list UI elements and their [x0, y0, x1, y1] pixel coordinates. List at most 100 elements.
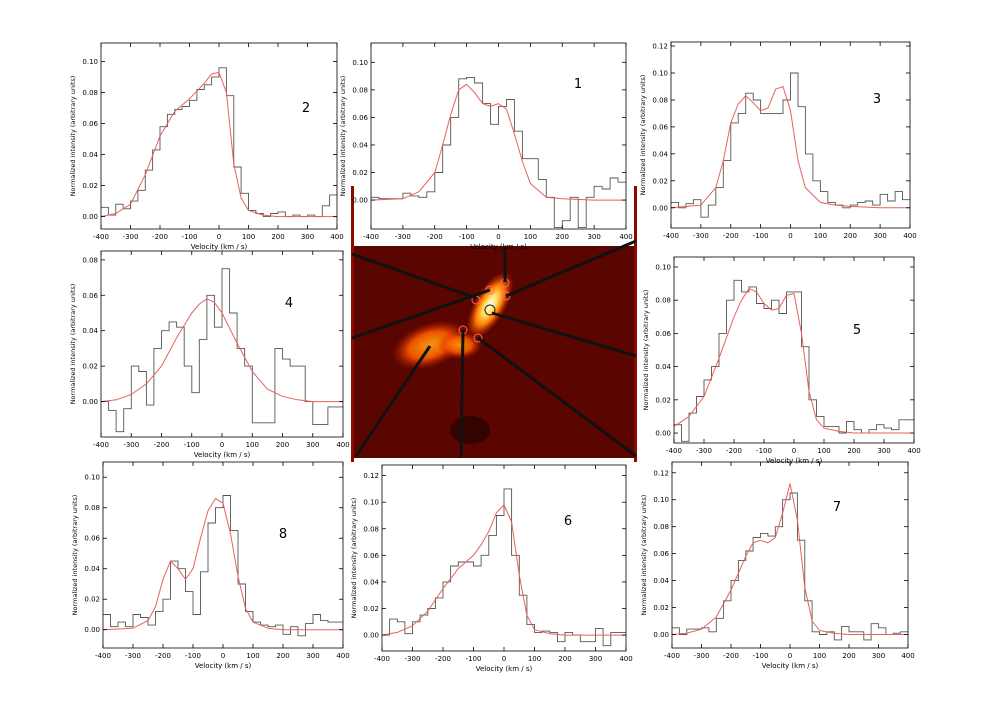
x-tick-label: 200 — [271, 233, 284, 241]
y-tick-label: 0.08 — [352, 86, 368, 94]
aperture-6 — [473, 333, 483, 343]
region-number-label: 4 — [285, 296, 293, 311]
fit-curve-5 — [673, 288, 914, 434]
y-tick-label: 0.02 — [352, 169, 368, 177]
connector-lines — [351, 239, 637, 459]
x-tick-label: 100 — [528, 655, 541, 663]
x-tick-label: 0 — [788, 232, 792, 240]
y-tick-label: 0.04 — [652, 150, 668, 158]
spectrum-panels: -400 -300 -200 -100 0 100 200 300 4000.000.020.0… — [69, 41, 921, 673]
x-tick-label: -100 — [185, 652, 201, 660]
aperture-5 — [484, 304, 496, 316]
y-tick-label: 0.00 — [363, 632, 379, 640]
x-tick-label: 300 — [301, 233, 314, 241]
connector-4 — [351, 288, 491, 340]
x-tick-label: -100 — [753, 232, 769, 240]
x-tick-label: 100 — [246, 441, 259, 449]
y-tick-label: 0.06 — [84, 535, 100, 543]
y-tick-label: 0.02 — [652, 177, 668, 185]
x-tick-label: 300 — [306, 441, 319, 449]
region-number-label: 6 — [564, 514, 572, 529]
x-axis-label: Velocity (km / s) — [470, 243, 527, 251]
map-mid-emission — [438, 331, 482, 359]
plot-frame-7 — [671, 461, 909, 649]
x-tick-label: 0 — [792, 447, 796, 455]
x-tick-label: -300 — [395, 233, 411, 241]
observed-spectrum-4 — [101, 268, 343, 433]
x-tick-label: 200 — [276, 652, 289, 660]
plot-frame-1 — [370, 42, 627, 230]
y-tick-label: 0.12 — [653, 469, 669, 477]
y-tick-label: 0.10 — [352, 59, 368, 67]
observed-spectrum-1 — [371, 76, 626, 229]
x-tick-label: -100 — [756, 447, 772, 455]
fit-curve-1 — [370, 83, 626, 201]
x-tick-label: -400 — [93, 233, 109, 241]
y-tick-label: 0.04 — [352, 141, 368, 149]
y-tick-label: 0.06 — [82, 292, 98, 300]
x-tick-label: 300 — [872, 652, 885, 660]
x-tick-label: 400 — [903, 232, 916, 240]
x-tick-label: 100 — [242, 233, 255, 241]
spectrum-panel-5: -400 -300 -200 -100 0 100 200 300 400 0.00 0.02 0.0… — [642, 256, 921, 465]
y-tick-label: 0.02 — [82, 182, 98, 190]
x-tick-label: 200 — [556, 233, 569, 241]
x-tick-label: 100 — [246, 652, 259, 660]
x-tick-label: 0 — [217, 233, 221, 241]
x-tick-label: -200 — [154, 441, 170, 449]
fit-curve-7 — [671, 483, 908, 635]
x-tick-label: -200 — [152, 233, 168, 241]
x-tick-label: 300 — [587, 233, 600, 241]
y-axis-label: Normalized intensity (arbitrary units) — [69, 284, 77, 405]
fit-curve-3 — [670, 86, 910, 209]
map-edge-left — [351, 186, 354, 462]
y-tick-label: 0.02 — [653, 604, 669, 612]
spectrum-panel-2: -400 -300 -200 -100 0 100 200 300 400 0.00 0.02 0.0… — [69, 42, 344, 251]
x-tick-label: -300 — [123, 441, 139, 449]
plot-frame-8 — [102, 461, 344, 649]
connector-6 — [477, 336, 637, 458]
x-tick-label: -100 — [184, 441, 200, 449]
emission-map — [351, 186, 637, 462]
y-tick-label: 0.00 — [653, 631, 669, 639]
y-tick-label: 0.00 — [84, 626, 100, 634]
x-tick-label: -200 — [435, 655, 451, 663]
x-axis-label: Velocity (km / s) — [766, 457, 823, 465]
x-tick-label: 200 — [842, 652, 855, 660]
aperture-3 — [501, 291, 511, 301]
x-tick-label: 300 — [877, 447, 890, 455]
connector-3 — [505, 239, 637, 298]
fit-curve-2 — [100, 71, 337, 218]
x-tick-label: 200 — [844, 232, 857, 240]
x-tick-label: 400 — [336, 652, 349, 660]
y-tick-label: 0.04 — [82, 151, 98, 159]
x-tick-label: -100 — [466, 655, 482, 663]
plot-frame-3 — [670, 41, 911, 229]
x-tick-label: 400 — [330, 233, 343, 241]
y-tick-label: 0.10 — [655, 263, 671, 271]
plot-frame-5 — [673, 256, 915, 444]
fit-curve-8 — [102, 498, 343, 631]
x-axis-label: Velocity (km / s) — [476, 665, 533, 673]
x-tick-label: 200 — [558, 655, 571, 663]
x-tick-label: -400 — [374, 655, 390, 663]
x-tick-label: 300 — [873, 232, 886, 240]
x-axis-label: Velocity (km / s) — [191, 243, 248, 251]
y-tick-label: 0.06 — [652, 123, 668, 131]
x-tick-label: -300 — [123, 233, 139, 241]
y-tick-label: 0.02 — [655, 396, 671, 404]
x-tick-label: -300 — [693, 232, 709, 240]
map-arc-emission — [391, 320, 469, 370]
y-tick-label: 0.04 — [653, 577, 669, 585]
x-axis-label: Velocity (km / s) — [762, 662, 819, 670]
x-tick-label: -200 — [726, 447, 742, 455]
y-axis-label: Normalized intensity (arbitrary units) — [69, 76, 77, 197]
x-tick-label: 0 — [496, 233, 500, 241]
connector-8 — [354, 345, 432, 457]
y-axis-label: Normalized intensity (arbitrary units) — [350, 498, 358, 619]
x-tick-label: -100 — [182, 233, 198, 241]
region-number-label: 7 — [833, 500, 841, 515]
y-tick-label: 0.04 — [655, 363, 671, 371]
x-tick-label: -200 — [427, 233, 443, 241]
x-tick-label: -200 — [723, 232, 739, 240]
